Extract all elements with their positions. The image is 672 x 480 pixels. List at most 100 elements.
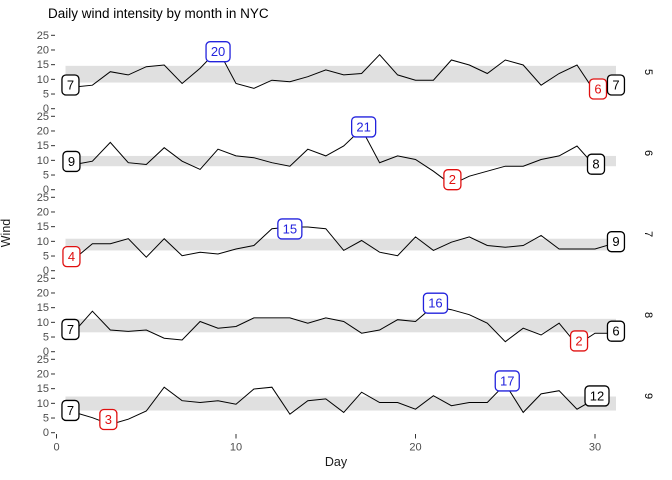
y-tick-label: 10 <box>37 74 49 86</box>
last-label-text: 9 <box>612 234 619 249</box>
max-label-box <box>350 116 377 138</box>
max-label: 16 <box>422 292 449 314</box>
x-axis: 0 10 20 30 <box>53 434 601 454</box>
y-tick-label: 5 <box>43 89 49 101</box>
min-label: 3 <box>99 408 118 431</box>
max-label: 15 <box>277 218 303 240</box>
strip-label-month-6: 6 <box>642 150 654 156</box>
max-label-box <box>205 41 231 63</box>
last-label: 6 <box>606 320 626 342</box>
last-label-box <box>584 385 610 407</box>
min-label-box <box>99 408 118 431</box>
y-tick-label: 5 <box>43 170 49 182</box>
min-label: 4 <box>62 246 81 268</box>
max-label: 20 <box>205 41 231 63</box>
max-label-text: 15 <box>283 221 297 236</box>
last-label-text: 7 <box>612 77 619 92</box>
max-label-box <box>277 218 303 240</box>
min-label: 2 <box>569 330 589 352</box>
y-tick-label: 10 <box>37 155 49 167</box>
max-label-box <box>422 292 449 314</box>
min-label-text: 2 <box>449 172 456 187</box>
y-tick-label: 20 <box>37 125 49 137</box>
last-label-box <box>606 231 626 253</box>
y-tick-label: 0 <box>43 184 49 196</box>
last-label: 7 <box>606 74 626 96</box>
strip-label-month-7: 7 <box>642 231 654 237</box>
min-label-box <box>588 78 608 100</box>
min-label-box <box>62 246 81 268</box>
iqr-band <box>65 396 616 411</box>
wind-line <box>74 305 613 346</box>
first-label-box <box>61 74 80 96</box>
first-label-box <box>62 150 81 173</box>
x-tick-label: 0 <box>53 442 59 454</box>
wind-line <box>74 128 596 186</box>
min-label: 6 <box>588 78 608 100</box>
max-label: 21 <box>350 116 377 138</box>
y-tick-label: 0 <box>43 427 49 439</box>
wind-line <box>74 226 614 260</box>
y-tick-label: 15 <box>37 59 49 71</box>
y-tick-label: 10 <box>37 398 49 410</box>
iqr-band <box>65 155 616 167</box>
wind-line <box>74 48 614 93</box>
first-label: 7 <box>61 74 80 96</box>
x-tick-label: 20 <box>409 442 421 454</box>
last-label-box <box>606 74 626 96</box>
y-tick-label: 5 <box>43 251 49 263</box>
y-tick-label: 15 <box>37 140 49 152</box>
max-label-box <box>494 370 520 392</box>
max-label-text: 16 <box>428 296 442 311</box>
min-label-text: 4 <box>68 249 75 264</box>
first-label: 7 <box>61 318 80 341</box>
y-tick-label: 20 <box>37 287 49 299</box>
y-tick-label: 5 <box>43 332 49 344</box>
y-tick-label: 15 <box>37 383 49 395</box>
first-label-text: 7 <box>67 77 74 92</box>
min-label-box <box>569 330 589 352</box>
max-label-text: 21 <box>356 119 370 134</box>
y-tick-label: 0 <box>43 265 49 277</box>
y-tick-label: 20 <box>37 206 49 218</box>
strip-label-month-9: 9 <box>642 393 654 399</box>
max-label: 17 <box>494 370 520 392</box>
x-axis-title: Day <box>324 455 348 469</box>
max-label-text: 17 <box>500 373 514 388</box>
min-label-box <box>443 169 462 191</box>
iqr-band <box>65 238 616 251</box>
min-label-text: 3 <box>105 412 112 427</box>
last-label: 9 <box>606 231 626 253</box>
facet-month-6: 0 5 10 15 20 25 9 21 2 8 <box>37 111 616 196</box>
y-tick-label: 10 <box>37 236 49 248</box>
x-tick-label: 10 <box>230 442 242 454</box>
facet-month-9: 0 5 10 15 20 25 7 3 17 12 <box>37 354 616 439</box>
y-tick-label: 0 <box>43 103 49 115</box>
y-tick-label: 25 <box>37 111 49 123</box>
y-axis-title: Wind <box>0 218 13 248</box>
y-tick-label: 25 <box>37 354 49 366</box>
y-tick-label: 15 <box>37 221 49 233</box>
facet-month-7: 0 5 10 15 20 25 4 15 9 <box>37 192 626 277</box>
y-tick-label: 10 <box>37 317 49 329</box>
min-label-text: 6 <box>594 81 601 96</box>
first-label-text: 7 <box>67 403 74 418</box>
last-label-text: 6 <box>612 324 619 339</box>
first-label: 9 <box>62 150 81 173</box>
y-tick-label: 25 <box>37 273 49 285</box>
min-label: 2 <box>443 169 462 191</box>
max-label-text: 20 <box>211 44 225 59</box>
y-tick-label: 25 <box>37 192 49 204</box>
first-label-text: 9 <box>68 154 75 169</box>
y-tick-label: 5 <box>43 413 49 425</box>
first-label: 7 <box>61 399 80 422</box>
first-label-box <box>61 399 80 422</box>
last-label: 8 <box>586 153 606 175</box>
first-label-text: 7 <box>67 322 74 337</box>
last-label-box <box>586 153 606 175</box>
first-label-box <box>61 318 80 341</box>
facet-month-8: 0 5 10 15 20 25 7 16 2 6 <box>37 273 626 358</box>
